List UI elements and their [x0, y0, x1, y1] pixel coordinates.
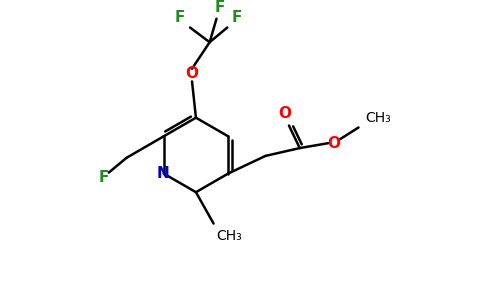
Text: F: F: [214, 0, 225, 15]
Text: F: F: [99, 170, 109, 185]
Text: F: F: [175, 10, 185, 25]
Text: CH₃: CH₃: [365, 111, 391, 125]
Text: O: O: [278, 106, 291, 121]
Text: N: N: [156, 166, 169, 181]
Text: F: F: [232, 10, 242, 25]
Text: O: O: [185, 66, 198, 81]
Text: CH₃: CH₃: [216, 230, 242, 243]
Text: O: O: [328, 136, 341, 151]
